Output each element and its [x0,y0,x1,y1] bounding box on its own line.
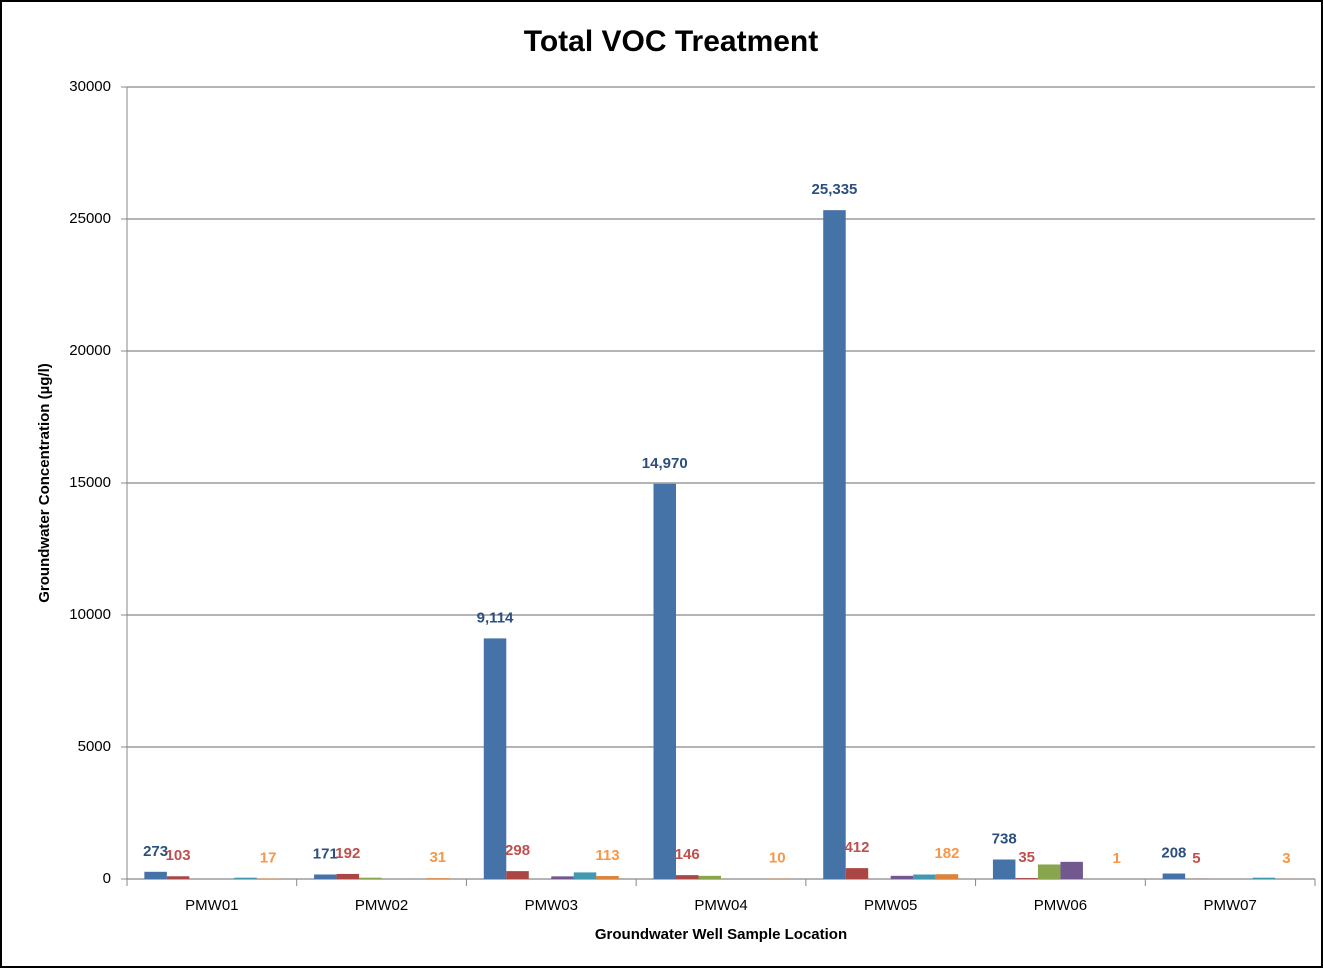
data-label: 14,970 [642,455,688,472]
bar [1162,873,1186,879]
bar [314,874,337,879]
bar [1037,864,1061,879]
bar [551,876,574,879]
y-tick-label: 10000 [69,606,111,623]
data-label: 171 [313,845,338,862]
bar [596,876,619,879]
x-tick-label: PMW02 [355,897,408,914]
bar [166,876,190,879]
bar [992,859,1016,879]
bar [234,877,257,879]
bar [573,872,597,879]
data-label: 31 [429,849,446,866]
y-tick-label: 30000 [69,78,111,95]
data-label: 9,114 [477,609,514,626]
data-label: 10 [769,850,786,867]
data-label: 113 [595,847,619,864]
y-tick-label: 0 [103,870,111,887]
bar [359,877,382,879]
data-label: 1 [1113,850,1121,867]
x-tick-label: PMW01 [185,897,238,914]
bar [913,874,936,879]
data-label: 412 [844,839,869,856]
bar [676,875,699,879]
data-label: 103 [166,847,191,864]
bar [336,873,360,879]
bar [890,875,914,879]
data-label: 146 [675,846,700,863]
bar [426,878,450,879]
bar [144,871,167,879]
data-label: 208 [1161,844,1186,861]
y-tick-label: 25000 [69,210,111,227]
data-label: 298 [505,842,530,859]
y-tick-label: 20000 [69,342,111,359]
y-axis-title: Groundwater Concentration (µg/l) [36,363,53,602]
data-label: 5 [1192,850,1200,867]
y-tick-label: 15000 [69,474,111,491]
x-tick-label: PMW05 [864,897,917,914]
bar [823,210,846,879]
bar [483,638,507,879]
bar [653,483,676,879]
data-label: 3 [1282,850,1290,867]
data-label: 182 [934,845,959,862]
chart-title: Total VOC Treatment [524,25,819,58]
x-tick-label: PMW04 [694,897,747,914]
data-label: 35 [1018,849,1035,866]
bar [1252,877,1276,879]
data-label: 192 [335,845,360,862]
x-tick-label: PMW07 [1203,897,1256,914]
bar [1060,861,1083,879]
data-label: 273 [143,843,168,860]
y-tick-label: 5000 [78,738,111,755]
bar [935,874,959,879]
x-tick-label: PMW03 [525,897,578,914]
data-label: 25,335 [812,181,858,198]
data-label: 17 [260,850,277,867]
bar [845,868,869,879]
bar [1015,878,1038,879]
x-tick-label: PMW06 [1034,897,1087,914]
bar [506,871,529,879]
data-label: 738 [992,830,1017,847]
bar [698,875,721,879]
x-axis-title: Groundwater Well Sample Location [595,926,847,943]
